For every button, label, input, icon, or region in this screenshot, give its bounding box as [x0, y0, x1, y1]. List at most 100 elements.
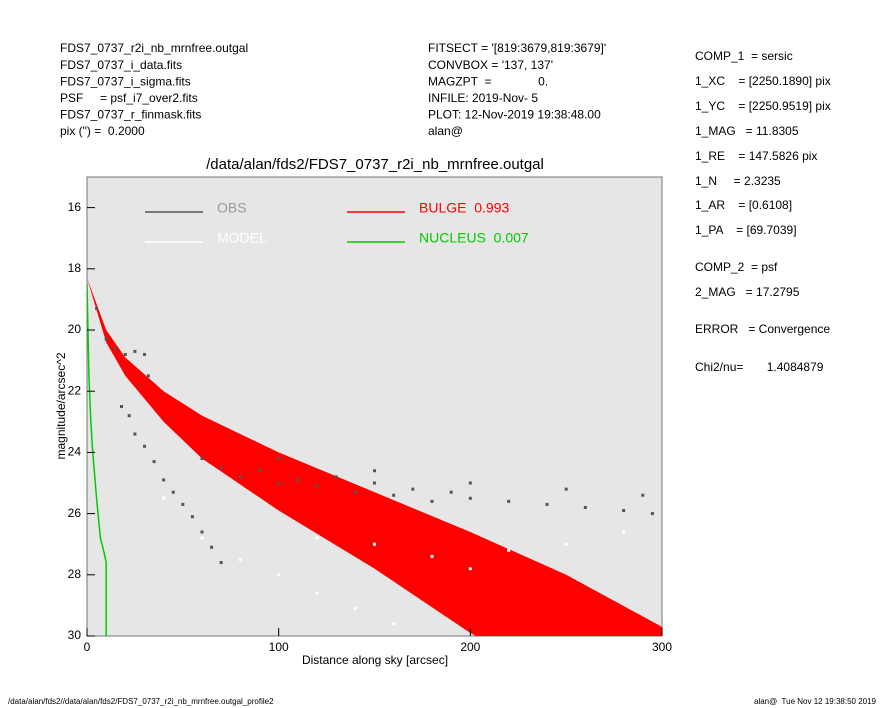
footer-left: /data/alan/fds2//data/alan/fds2/FDS7_073… — [8, 697, 274, 706]
component-line: 1_N = 2.3235 — [695, 174, 781, 188]
point — [219, 466, 223, 470]
point — [123, 352, 127, 356]
chart-title: /data/alan/fds2/FDS7_0737_r2i_nb_mrnfree… — [206, 156, 544, 173]
nucleus-line — [87, 284, 107, 636]
point — [114, 346, 118, 350]
y-axis-label: magnitude/arcsec^2 — [54, 352, 68, 459]
point — [258, 469, 261, 473]
point — [143, 352, 146, 356]
point — [622, 509, 626, 513]
component-line: 2_MAG = 17.2795 — [695, 285, 800, 299]
point — [171, 490, 175, 494]
point — [238, 558, 242, 561]
header-left-line: FDS7_0737_i_sigma.fits — [60, 74, 191, 88]
x-tick-label: 300 — [652, 640, 672, 654]
point — [190, 515, 194, 519]
header-left-line: FDS7_0737_i_data.fits — [60, 58, 182, 72]
point — [133, 349, 137, 353]
point — [133, 432, 137, 436]
y-tick-label: 16 — [68, 200, 82, 214]
component-line: ERROR = Convergence — [695, 322, 830, 336]
y-tick-label: 26 — [68, 506, 82, 520]
point — [373, 542, 376, 546]
point — [353, 606, 357, 610]
point — [127, 414, 131, 418]
point — [334, 475, 338, 479]
point — [296, 478, 300, 482]
component-line: 1_RE = 147.5826 pix — [695, 149, 817, 163]
point — [181, 502, 185, 506]
legend-label: NUCLEUS 0.007 — [419, 230, 529, 246]
x-axis-label: Distance along sky [arcsec] — [302, 653, 448, 667]
component-line: COMP_1 = sersic — [695, 49, 793, 63]
point — [411, 487, 415, 491]
header-middle-line: FITSECT = '[819:3679,819:3679]' — [428, 41, 606, 55]
point — [120, 405, 123, 408]
header-left-line: FDS7_0737_r2i_nb_mrnfree.outgal — [60, 41, 248, 55]
point — [277, 573, 281, 577]
point — [650, 512, 654, 516]
component-line: 1_XC = [2250.1890] pix — [695, 74, 831, 88]
component-line: 1_MAG = 11.8305 — [695, 124, 799, 138]
point — [468, 481, 472, 485]
point — [468, 567, 472, 571]
point — [430, 554, 434, 558]
header-left-line: pix (") = 0.2000 — [60, 124, 145, 138]
point — [146, 374, 150, 378]
point — [392, 622, 396, 626]
legend-label: MODEL — [217, 230, 267, 246]
header-left-line: FDS7_0737_r_finmask.fits — [60, 108, 201, 122]
legend-label: BULGE 0.993 — [419, 200, 509, 216]
header-middle-line: alan@ — [428, 124, 463, 138]
point — [315, 484, 319, 488]
header-middle-line: MAGZPT = 0. — [428, 74, 548, 88]
y-tick-label: 22 — [68, 383, 82, 397]
bulge-band — [87, 277, 662, 636]
point — [507, 548, 511, 552]
point — [392, 493, 396, 497]
component-line: 1_YC = [2250.9519] pix — [695, 99, 831, 113]
y-tick-label: 28 — [68, 567, 82, 581]
point — [162, 478, 166, 482]
point — [277, 481, 281, 485]
point — [641, 493, 645, 497]
x-tick-label: 100 — [269, 640, 289, 654]
point — [622, 530, 626, 534]
point — [564, 487, 568, 491]
point — [507, 499, 511, 503]
header-left-line: PSF = psf_i7_over2.fits — [60, 91, 198, 105]
point — [219, 561, 223, 565]
point — [277, 457, 281, 461]
x-tick-label: 0 — [84, 640, 91, 654]
point — [430, 499, 434, 503]
y-tick-label: 18 — [68, 261, 82, 275]
y-tick-label: 20 — [68, 322, 82, 336]
x-tick-label: 200 — [460, 640, 480, 654]
header-middle-line: INFILE: 2019-Nov- 5 — [428, 91, 538, 105]
component-line: 1_AR = [0.6108] — [695, 198, 792, 212]
point — [210, 545, 214, 549]
y-tick-label: 24 — [68, 445, 82, 459]
point — [373, 469, 376, 473]
point — [95, 307, 99, 311]
y-tick-label: 30 — [68, 628, 82, 642]
header-middle-line: CONVBOX = '137, 137' — [428, 58, 553, 72]
point — [468, 496, 472, 500]
footer-right: alan@ Tue Nov 12 19:38:50 2019 — [754, 697, 877, 706]
point — [545, 502, 549, 506]
component-line: 1_PA = [69.7039] — [695, 223, 797, 237]
point — [564, 542, 568, 546]
header-middle-line: PLOT: 12-Nov-2019 19:38:48.00 — [428, 108, 601, 122]
point — [162, 496, 166, 500]
point — [200, 457, 204, 461]
point — [152, 460, 156, 464]
point — [315, 536, 319, 540]
component-line: COMP_2 = psf — [695, 260, 778, 274]
legend-label: OBS — [217, 200, 247, 216]
component-line: Chi2/nu= 1.4084879 — [695, 360, 824, 374]
point — [104, 337, 108, 341]
point — [238, 475, 242, 479]
point — [449, 490, 453, 494]
point — [583, 505, 587, 509]
